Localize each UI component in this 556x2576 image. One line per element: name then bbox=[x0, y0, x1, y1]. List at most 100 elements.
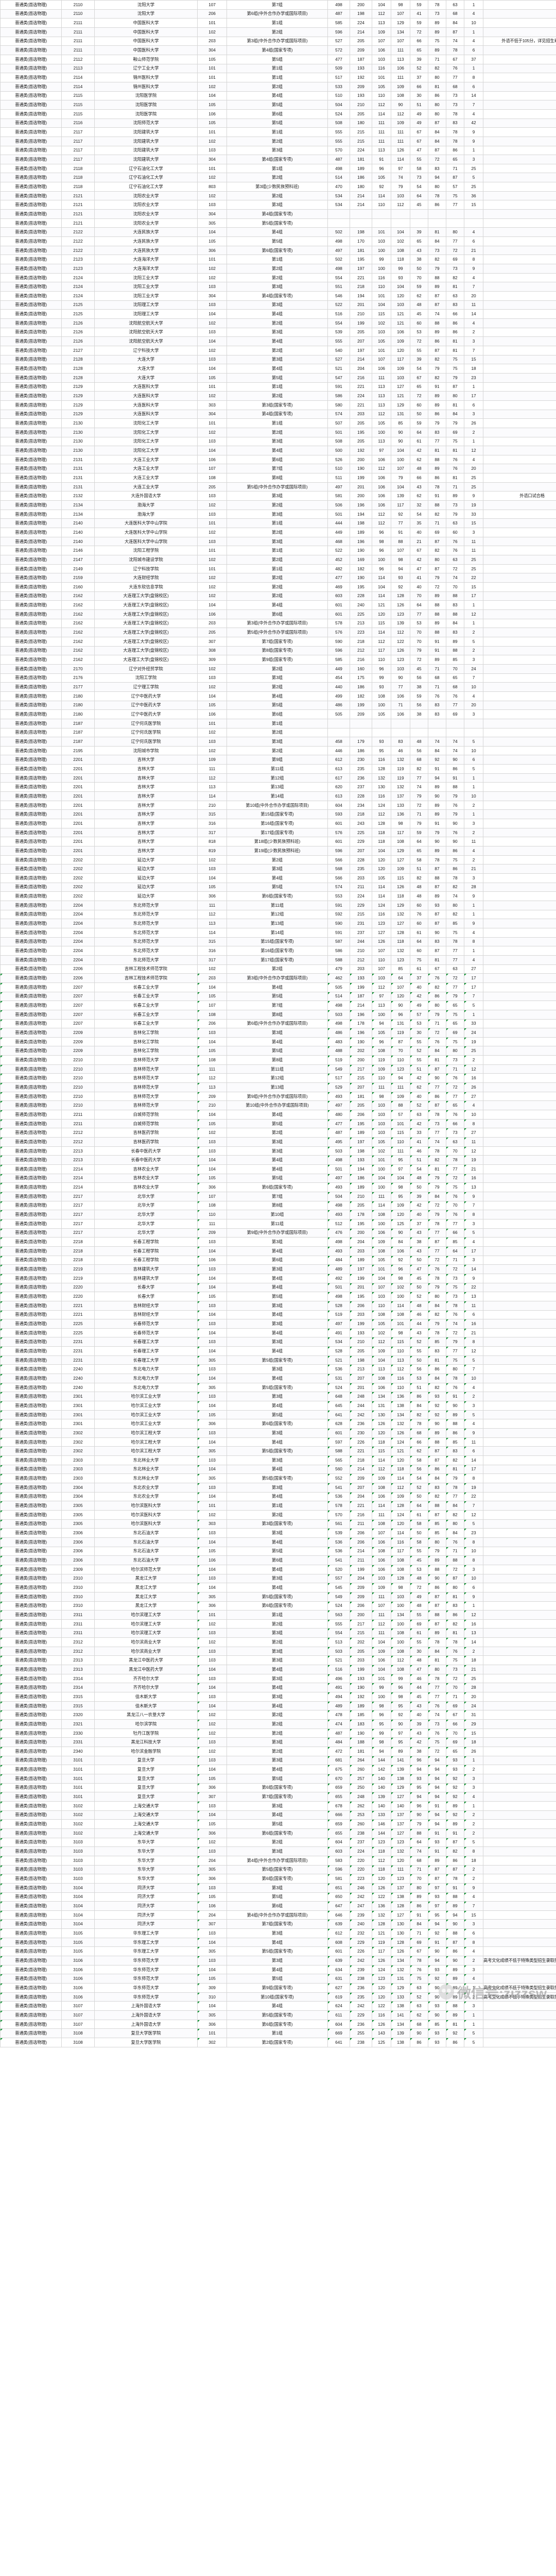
cell-group_name[interactable]: 第1组 bbox=[227, 18, 328, 28]
cell-school_name[interactable]: 沈阳理工大学 bbox=[94, 309, 198, 319]
cell-school_code[interactable]: 2122 bbox=[61, 245, 95, 256]
cell-s3[interactable]: 92 bbox=[391, 582, 410, 592]
cell-school_code[interactable]: 2123 bbox=[61, 264, 95, 274]
cell-rank[interactable]: 10 bbox=[464, 1573, 483, 1584]
cell-school_name[interactable]: 哈尔滨金融学院 bbox=[94, 1747, 198, 1756]
cell-total[interactable]: 634 bbox=[327, 1964, 350, 1975]
cell-total[interactable]: 512 bbox=[327, 1218, 350, 1229]
cell-s1[interactable]: 229 bbox=[350, 900, 372, 910]
cell-group_code[interactable]: 104 bbox=[197, 1810, 227, 1820]
cell-school_name[interactable]: 同济大学 bbox=[94, 1919, 198, 1929]
cell-total[interactable]: 477 bbox=[327, 54, 350, 64]
cell-s6[interactable]: 74 bbox=[446, 891, 464, 901]
cell-s6[interactable]: 69 bbox=[446, 1701, 464, 1711]
cell-school_code[interactable]: 2111 bbox=[61, 27, 95, 37]
cell-s5[interactable]: 79 bbox=[428, 1282, 446, 1293]
cell-group_name[interactable]: 第4组 bbox=[227, 1273, 328, 1283]
cell-school_code[interactable]: 2214 bbox=[61, 1173, 95, 1183]
cell-s1[interactable]: 205 bbox=[350, 1200, 372, 1211]
cell-s3[interactable]: 89 bbox=[391, 1747, 410, 1756]
cell-school_code[interactable]: 2114 bbox=[61, 73, 95, 82]
cell-school_code[interactable]: 3105 bbox=[61, 1937, 95, 1947]
cell-total[interactable] bbox=[327, 209, 350, 219]
table-row[interactable]: 普通类(首选物理) 3108 复旦大学医学院 302 第2组(国家专项) 641 238 12… bbox=[0, 2038, 556, 2047]
cell-rank[interactable]: 24 bbox=[464, 1028, 483, 1038]
cell-school_name[interactable]: 沈阳化工大学 bbox=[94, 427, 198, 437]
cell-total[interactable]: 503 bbox=[327, 1146, 350, 1156]
cell-group_code[interactable]: 101 bbox=[197, 518, 227, 529]
cell-school_name[interactable]: 渤海大学 bbox=[94, 500, 198, 510]
cell-school_name[interactable]: 沈阳工业大学 bbox=[94, 273, 198, 283]
cell-s6[interactable]: 74 bbox=[446, 36, 464, 46]
cell-group_name[interactable]: 第2组 bbox=[227, 582, 328, 592]
cell-category[interactable]: 普通类(首选物理) bbox=[0, 1765, 62, 1774]
cell-s1[interactable] bbox=[350, 218, 372, 228]
cell-s1[interactable]: 193 bbox=[350, 1155, 372, 1165]
cell-category[interactable]: 普通类(首选物理) bbox=[0, 1455, 62, 1465]
cell-s5[interactable]: 78 bbox=[428, 1328, 446, 1338]
cell-s3[interactable]: 132 bbox=[391, 1964, 410, 1975]
cell-school_name[interactable]: 东北师范大学 bbox=[94, 909, 198, 920]
cell-s4[interactable]: 67 bbox=[410, 127, 428, 137]
cell-s3[interactable]: 132 bbox=[391, 782, 410, 792]
cell-s4[interactable]: 72 bbox=[410, 336, 428, 346]
cell-total[interactable]: 501 bbox=[327, 1164, 350, 1174]
cell-s2[interactable]: 95 bbox=[372, 745, 391, 756]
cell-note[interactable] bbox=[483, 1865, 556, 1875]
cell-group_name[interactable]: 第9组(中外合作办学或国际项目) bbox=[227, 1091, 328, 1101]
cell-s3[interactable]: 79 bbox=[391, 473, 410, 483]
cell-s3[interactable]: 85 bbox=[391, 418, 410, 428]
cell-note[interactable] bbox=[483, 1655, 556, 1666]
cell-group_name[interactable]: 第9组(国家专项) bbox=[227, 1983, 328, 1993]
cell-school_name[interactable]: 长春理工大学 bbox=[94, 1346, 198, 1356]
cell-note[interactable] bbox=[483, 1191, 556, 1201]
cell-school_name[interactable]: 吉林化工学院 bbox=[94, 1046, 198, 1056]
cell-category[interactable]: 普通类(首选物理) bbox=[0, 1473, 62, 1483]
cell-school_name[interactable]: 沈阳工业大学 bbox=[94, 282, 198, 292]
cell-total[interactable]: 655 bbox=[327, 1828, 350, 1838]
table-row[interactable]: 普通类(首选物理) 2210 吉林师范大学 209 第9组(中外合作办学或国际项目) 49… bbox=[0, 1091, 556, 1101]
cell-rank[interactable]: 14 bbox=[464, 1264, 483, 1274]
cell-note[interactable] bbox=[483, 400, 556, 410]
cell-s3[interactable]: 77 bbox=[391, 518, 410, 529]
cell-note[interactable] bbox=[483, 1182, 556, 1192]
cell-s2[interactable]: 106 bbox=[372, 1228, 391, 1238]
cell-school_code[interactable]: 2214 bbox=[61, 1182, 95, 1192]
cell-s5[interactable]: 76 bbox=[428, 1037, 446, 1047]
cell-s3[interactable]: 98 bbox=[391, 1182, 410, 1192]
cell-rank[interactable]: 22 bbox=[464, 573, 483, 583]
cell-s4[interactable]: 54 bbox=[410, 509, 428, 519]
cell-category[interactable]: 普通类(首选物理) bbox=[0, 91, 62, 101]
cell-note[interactable] bbox=[483, 27, 556, 37]
cell-group_code[interactable]: 112 bbox=[197, 1073, 227, 1083]
cell-school_name[interactable]: 大连大学 bbox=[94, 364, 198, 374]
cell-school_code[interactable]: 2302 bbox=[61, 1437, 95, 1447]
cell-s4[interactable] bbox=[410, 209, 428, 219]
cell-s5[interactable]: 87 bbox=[428, 118, 446, 128]
cell-total[interactable]: 591 bbox=[327, 900, 350, 910]
cell-s4[interactable]: 58 bbox=[410, 1537, 428, 1547]
cell-s6[interactable]: 75 bbox=[446, 1037, 464, 1047]
cell-total[interactable]: 568 bbox=[327, 864, 350, 874]
cell-s1[interactable]: 197 bbox=[350, 1264, 372, 1274]
cell-rank[interactable]: 4 bbox=[464, 318, 483, 328]
cell-school_name[interactable]: 沈阳农业大学 bbox=[94, 209, 198, 219]
cell-s4[interactable]: 60 bbox=[410, 318, 428, 328]
cell-group_code[interactable]: 105 bbox=[197, 1974, 227, 1984]
table-row[interactable]: 普通类(首选物理) 2121 沈阳农业大学 304 第4组(国家专项) bbox=[0, 209, 556, 219]
cell-total[interactable]: 555 bbox=[327, 1619, 350, 1629]
cell-category[interactable]: 普通类(首选物理) bbox=[0, 1182, 62, 1192]
cell-group_code[interactable]: 306 bbox=[197, 1783, 227, 1793]
cell-rank[interactable]: 27 bbox=[464, 964, 483, 974]
cell-s5[interactable] bbox=[428, 218, 446, 228]
table-row[interactable]: 普通类(首选物理) 3103 东华大学 305 第5组(国家专项) 596 220 118 11… bbox=[0, 1865, 556, 1875]
cell-category[interactable]: 普通类(首选物理) bbox=[0, 628, 62, 637]
cell-category[interactable]: 普通类(首选物理) bbox=[0, 1337, 62, 1347]
cell-s6[interactable]: 88 bbox=[446, 782, 464, 792]
cell-school_name[interactable]: 吉林大学 bbox=[94, 827, 198, 838]
cell-group_code[interactable]: 102 bbox=[197, 591, 227, 601]
cell-note[interactable] bbox=[483, 727, 556, 738]
cell-total[interactable]: 590 bbox=[327, 636, 350, 647]
cell-school_code[interactable]: 2202 bbox=[61, 873, 95, 883]
cell-s6[interactable]: 81 bbox=[446, 336, 464, 346]
